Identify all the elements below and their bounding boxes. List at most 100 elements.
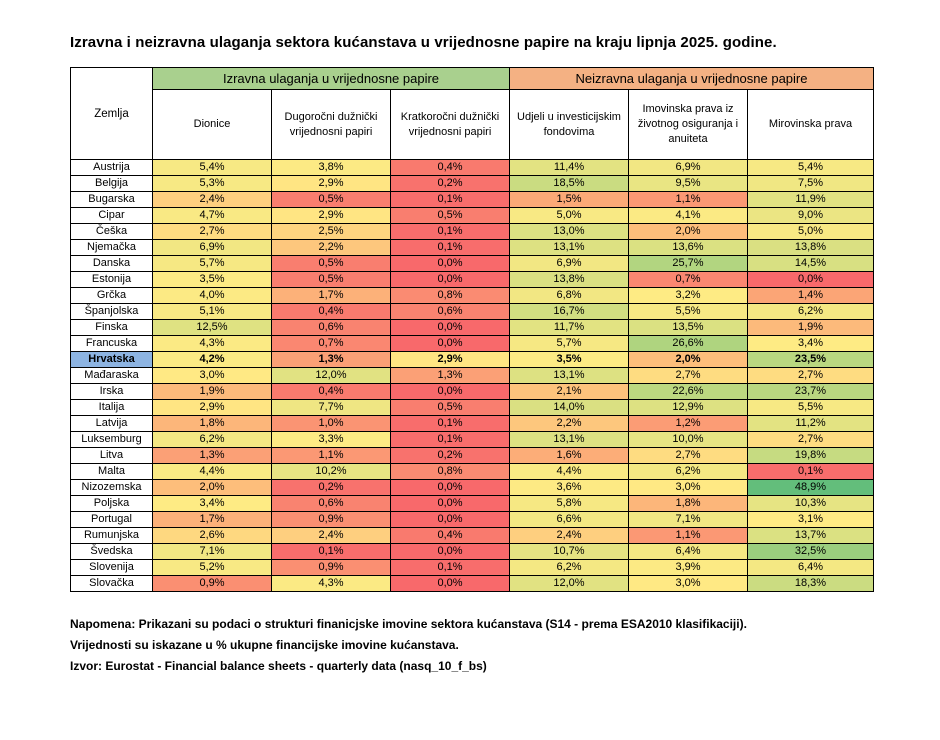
- value-cell: 6,4%: [628, 543, 748, 560]
- country-cell: Francuska: [70, 335, 153, 352]
- value-cell: 0,6%: [271, 319, 391, 336]
- value-cell: 13,0%: [509, 223, 629, 240]
- country-cell: Hrvatska: [70, 351, 153, 368]
- value-cell: 0,8%: [390, 463, 510, 480]
- table-row: Latvija 1,8% 1,0% 0,1% 2,2% 1,2% 11,2%: [70, 415, 874, 432]
- value-cell: 2,7%: [628, 367, 748, 384]
- note-izvor: Izvor: Eurostat - Financial balance shee…: [70, 659, 487, 673]
- value-cell: 1,1%: [628, 191, 748, 208]
- value-cell: 0,2%: [390, 175, 510, 192]
- table-row: Nizozemska 2,0% 0,2% 0,0% 3,6% 3,0% 48,9%: [70, 479, 874, 496]
- country-cell: Italija: [70, 399, 153, 416]
- value-cell: 0,0%: [747, 271, 874, 288]
- value-cell: 0,8%: [390, 287, 510, 304]
- value-cell: 0,6%: [271, 495, 391, 512]
- table-row: Danska 5,7% 0,5% 0,0% 6,9% 25,7% 14,5%: [70, 255, 874, 272]
- table-row: Mađaraska 3,0% 12,0% 1,3% 13,1% 2,7% 2,7%: [70, 367, 874, 384]
- table-row: Grčka 4,0% 1,7% 0,8% 6,8% 3,2% 1,4%: [70, 287, 874, 304]
- value-cell: 1,7%: [152, 511, 272, 528]
- value-cell: 2,6%: [152, 527, 272, 544]
- value-cell: 0,1%: [390, 415, 510, 432]
- table-row: Malta 4,4% 10,2% 0,8% 4,4% 6,2% 0,1%: [70, 463, 874, 480]
- value-cell: 13,1%: [509, 431, 629, 448]
- table-row: Italija 2,9% 7,7% 0,5% 14,0% 12,9% 5,5%: [70, 399, 874, 416]
- value-cell: 2,1%: [509, 383, 629, 400]
- value-cell: 0,0%: [390, 511, 510, 528]
- value-cell: 1,1%: [271, 447, 391, 464]
- country-cell: Irska: [70, 383, 153, 400]
- value-cell: 0,9%: [271, 511, 391, 528]
- value-cell: 5,7%: [509, 335, 629, 352]
- value-cell: 13,1%: [509, 239, 629, 256]
- value-cell: 6,9%: [628, 159, 748, 176]
- value-cell: 0,9%: [152, 575, 272, 592]
- country-cell: Slovenija: [70, 559, 153, 576]
- value-cell: 13,8%: [747, 239, 874, 256]
- value-cell: 0,0%: [390, 575, 510, 592]
- value-cell: 1,8%: [152, 415, 272, 432]
- value-cell: 6,9%: [152, 239, 272, 256]
- table-row: Belgija 5,3% 2,9% 0,2% 18,5% 9,5% 7,5%: [70, 175, 874, 192]
- value-cell: 2,4%: [152, 191, 272, 208]
- value-cell: 0,1%: [390, 191, 510, 208]
- table-row: Njemačka 6,9% 2,2% 0,1% 13,1% 13,6% 13,8%: [70, 239, 874, 256]
- value-cell: 2,7%: [628, 447, 748, 464]
- country-cell: Rumunjska: [70, 527, 153, 544]
- value-cell: 7,1%: [152, 543, 272, 560]
- value-cell: 26,6%: [628, 335, 748, 352]
- value-cell: 32,5%: [747, 543, 874, 560]
- column-header-investicijski-fondovi: Udjeli u investicijskim fondovima: [509, 89, 629, 160]
- table-row: Finska 12,5% 0,6% 0,0% 11,7% 13,5% 1,9%: [70, 319, 874, 336]
- investment-heatmap-table: Zemlja Izravna ulaganja u vrijednosne pa…: [70, 67, 874, 592]
- column-header-dionice: Dionice: [152, 89, 272, 160]
- value-cell: 0,0%: [390, 383, 510, 400]
- value-cell: 2,0%: [628, 351, 748, 368]
- value-cell: 2,0%: [628, 223, 748, 240]
- value-cell: 2,2%: [271, 239, 391, 256]
- value-cell: 1,3%: [271, 351, 391, 368]
- value-cell: 0,2%: [271, 479, 391, 496]
- table-row: Portugal 1,7% 0,9% 0,0% 6,6% 7,1% 3,1%: [70, 511, 874, 528]
- value-cell: 2,9%: [271, 175, 391, 192]
- value-cell: 2,9%: [271, 207, 391, 224]
- group-header-row: Zemlja Izravna ulaganja u vrijednosne pa…: [70, 67, 874, 160]
- value-cell: 23,5%: [747, 351, 874, 368]
- value-cell: 1,1%: [628, 527, 748, 544]
- value-cell: 0,1%: [390, 223, 510, 240]
- value-cell: 5,0%: [509, 207, 629, 224]
- value-cell: 10,3%: [747, 495, 874, 512]
- column-header-kratkorocni-duznicki: Kratkoročni dužnički vrijednosni papiri: [390, 89, 510, 160]
- country-cell: Danska: [70, 255, 153, 272]
- value-cell: 12,0%: [271, 367, 391, 384]
- table-row: Slovačka 0,9% 4,3% 0,0% 12,0% 3,0% 18,3%: [70, 575, 874, 592]
- value-cell: 0,5%: [271, 255, 391, 272]
- value-cell: 1,9%: [747, 319, 874, 336]
- column-header-zivotno-osiguranje: Imovinska prava iz životnog osiguranja i…: [628, 89, 748, 160]
- value-cell: 11,4%: [509, 159, 629, 176]
- value-cell: 1,9%: [152, 383, 272, 400]
- table-row: Austrija 5,4% 3,8% 0,4% 11,4% 6,9% 5,4%: [70, 159, 874, 176]
- country-cell: Nizozemska: [70, 479, 153, 496]
- value-cell: 3,9%: [628, 559, 748, 576]
- value-cell: 5,8%: [509, 495, 629, 512]
- value-cell: 5,4%: [747, 159, 874, 176]
- value-cell: 3,0%: [628, 479, 748, 496]
- table-body: Austrija 5,4% 3,8% 0,4% 11,4% 6,9% 5,4% Belgija…: [70, 159, 874, 592]
- value-cell: 4,2%: [152, 351, 272, 368]
- value-cell: 2,0%: [152, 479, 272, 496]
- country-cell: Litva: [70, 447, 153, 464]
- value-cell: 4,4%: [509, 463, 629, 480]
- value-cell: 2,7%: [747, 367, 874, 384]
- value-cell: 0,0%: [390, 479, 510, 496]
- value-cell: 2,7%: [747, 431, 874, 448]
- country-cell: Poljska: [70, 495, 153, 512]
- value-cell: 0,0%: [390, 319, 510, 336]
- value-cell: 5,1%: [152, 303, 272, 320]
- country-cell: Španjolska: [70, 303, 153, 320]
- value-cell: 1,7%: [271, 287, 391, 304]
- country-cell: Švedska: [70, 543, 153, 560]
- country-cell: Cipar: [70, 207, 153, 224]
- value-cell: 13,7%: [747, 527, 874, 544]
- table-row: Litva 1,3% 1,1% 0,2% 1,6% 2,7% 19,8%: [70, 447, 874, 464]
- value-cell: 0,0%: [390, 335, 510, 352]
